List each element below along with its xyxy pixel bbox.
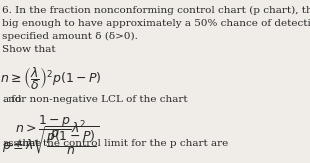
Text: specified amount δ (δ>0).: specified amount δ (δ>0). [2,32,138,41]
Text: $p \pm \lambda\sqrt{\dfrac{p(1-P)}{n}}$: $p \pm \lambda\sqrt{\dfrac{p(1-P)}{n}}$ [2,124,100,157]
Text: $n > \dfrac{1-p}{p}\lambda^2$: $n > \dfrac{1-p}{p}\lambda^2$ [16,114,86,143]
Text: assume: assume [2,139,42,148]
Text: Show that: Show that [2,45,56,54]
Text: that the control limit for the p chart are: that the control limit for the p chart a… [15,139,228,148]
Text: $n \geq \left(\dfrac{\lambda}{\delta}\right)^2 p(1-P)$: $n \geq \left(\dfrac{\lambda}{\delta}\ri… [0,66,102,92]
Text: and: and [2,95,22,104]
Text: 6. In the fraction nonconforming control chart (p chart), the sample size n shou: 6. In the fraction nonconforming control… [2,6,310,15]
Text: for non-negative LCL of the chart: for non-negative LCL of the chart [8,95,188,104]
Text: big enough to have approximately a 50% chance of detecting a process shift of so: big enough to have approximately a 50% c… [2,19,310,28]
